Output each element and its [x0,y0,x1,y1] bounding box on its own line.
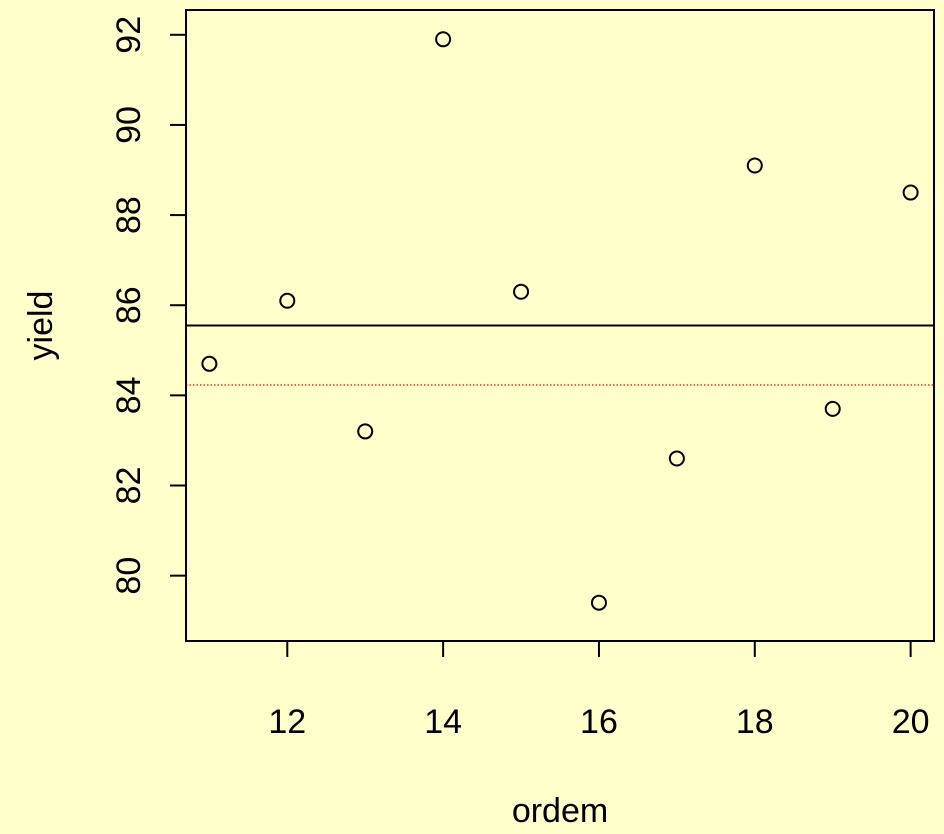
x-axis: 12 14 16 18 20 [268,640,930,741]
x-tick-label: 16 [580,703,618,741]
y-tick-label: 90 [110,106,148,144]
data-point [513,283,530,300]
reference-lines [186,324,934,386]
y-tick-label: 92 [110,16,148,54]
y-tick-label: 86 [110,286,148,324]
x-tick-label: 14 [424,703,462,741]
data-point [746,157,763,174]
data-point [435,31,452,48]
x-tick-label: 12 [268,703,306,741]
data-point [279,292,296,309]
y-axis-label: yield [22,291,60,361]
x-tick-label: 18 [736,703,774,741]
y-tick-label: 88 [110,196,148,234]
y-axis: 80 82 84 86 88 90 92 [110,16,187,595]
data-point [357,423,374,440]
data-point [824,400,841,417]
y-tick-label: 82 [110,467,148,505]
data-point [590,594,607,611]
data-point [902,184,919,201]
y-tick-label: 80 [110,557,148,595]
data-point [201,355,218,372]
y-tick-label: 84 [110,376,148,414]
x-axis-label: ordem [512,792,608,829]
x-tick-label: 20 [892,703,930,741]
data-point [668,450,685,467]
data-points [201,31,919,611]
